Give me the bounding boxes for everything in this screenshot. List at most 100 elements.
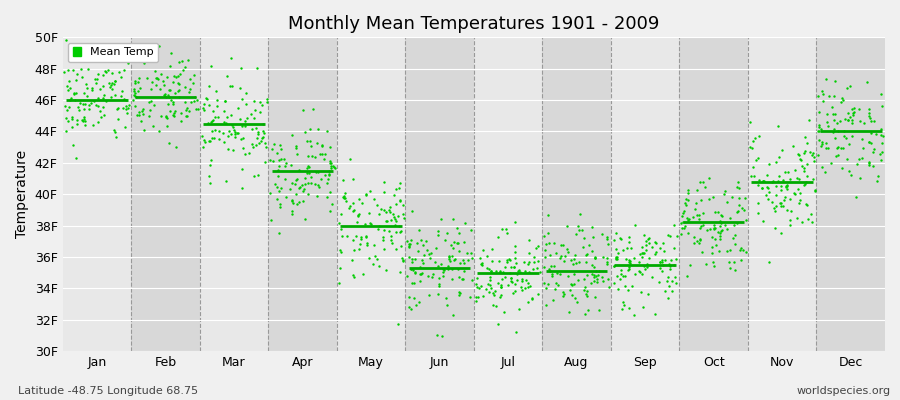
Point <box>86 87 100 93</box>
Point <box>78 100 93 107</box>
Point <box>667 262 681 268</box>
Point <box>440 302 454 308</box>
Point <box>71 103 86 110</box>
Point <box>452 274 466 280</box>
Point <box>815 98 830 105</box>
Point <box>575 226 590 233</box>
Point <box>284 132 299 138</box>
Point <box>333 247 347 253</box>
Point <box>797 148 812 154</box>
Point <box>220 114 234 120</box>
Point <box>706 259 720 265</box>
Point <box>790 186 805 192</box>
Point <box>171 88 185 95</box>
Point <box>835 95 850 102</box>
Point <box>412 278 427 284</box>
Point <box>218 98 232 105</box>
Legend: Mean Temp: Mean Temp <box>68 43 158 62</box>
Point <box>446 239 461 245</box>
Point <box>608 255 623 262</box>
Point <box>116 96 130 102</box>
Point <box>543 251 557 258</box>
Point <box>300 138 314 144</box>
Point <box>105 86 120 92</box>
Point <box>67 90 81 96</box>
Point <box>483 282 498 288</box>
Point <box>393 228 408 234</box>
Point <box>498 274 512 280</box>
Point <box>811 152 825 159</box>
Point <box>592 306 607 313</box>
Point <box>81 66 95 72</box>
Point <box>362 209 376 216</box>
Point <box>358 234 373 240</box>
Point <box>386 214 400 220</box>
Point <box>238 100 253 107</box>
Point <box>621 257 635 264</box>
Point <box>492 269 507 275</box>
Point <box>393 269 408 275</box>
Point <box>202 83 217 90</box>
Point <box>693 225 707 231</box>
Point <box>814 164 829 170</box>
Point <box>334 226 348 232</box>
Point <box>217 138 231 145</box>
Point <box>531 243 545 249</box>
Point <box>321 176 336 182</box>
Point <box>822 92 836 99</box>
Point <box>185 79 200 86</box>
Point <box>271 173 285 180</box>
Point <box>658 288 672 295</box>
Point <box>136 106 150 112</box>
Point <box>414 237 428 243</box>
Point <box>159 94 174 101</box>
Point <box>609 254 624 260</box>
Point <box>66 141 80 148</box>
Point <box>107 92 122 98</box>
Point <box>446 276 460 282</box>
Point <box>768 225 782 232</box>
Point <box>256 135 270 142</box>
Point <box>851 106 866 112</box>
Point <box>825 111 840 118</box>
Point <box>569 230 583 237</box>
Point <box>412 264 427 270</box>
Point <box>847 109 861 115</box>
Point <box>178 64 193 70</box>
Point <box>668 274 682 280</box>
Point <box>713 236 727 242</box>
Point <box>352 246 366 252</box>
Point <box>661 274 675 280</box>
Point <box>771 178 786 184</box>
Point <box>743 119 758 126</box>
Point <box>197 100 211 107</box>
Point <box>789 174 804 181</box>
Point <box>453 290 467 296</box>
Point <box>69 77 84 83</box>
Point <box>104 83 118 90</box>
Point <box>841 110 855 116</box>
Point <box>332 220 347 226</box>
Point <box>581 242 596 248</box>
Point <box>642 234 656 241</box>
Point <box>695 249 709 256</box>
Point <box>228 134 242 140</box>
Point <box>512 267 526 274</box>
Point <box>545 296 560 303</box>
Point <box>762 161 777 168</box>
Point <box>310 169 325 175</box>
Point <box>373 263 387 270</box>
Point <box>746 137 760 144</box>
Point <box>238 123 252 130</box>
Point <box>556 293 571 299</box>
Point <box>442 255 456 262</box>
Point <box>680 186 695 193</box>
Point <box>272 188 286 194</box>
Point <box>80 85 94 91</box>
Point <box>548 286 562 292</box>
Point <box>773 203 788 209</box>
Point <box>568 295 582 301</box>
Point <box>847 105 861 112</box>
Point <box>99 69 113 76</box>
Point <box>248 98 262 104</box>
